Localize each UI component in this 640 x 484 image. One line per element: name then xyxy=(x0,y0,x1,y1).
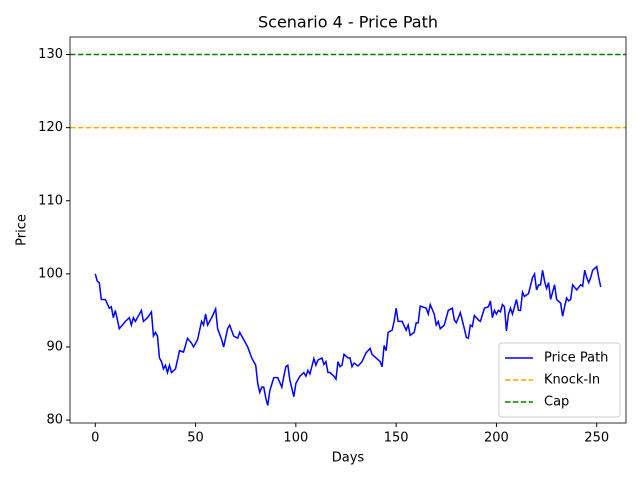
y-tick-label: 80 xyxy=(46,413,63,428)
axes-frame xyxy=(69,36,627,424)
y-tick-label: 100 xyxy=(38,266,63,281)
x-tick-label: 0 xyxy=(91,431,99,446)
x-axis-label: Days xyxy=(332,451,365,466)
chart-title: Scenario 4 - Price Path xyxy=(258,13,438,32)
legend-label: Knock-In xyxy=(544,373,600,388)
x-tick-label: 150 xyxy=(384,431,409,446)
x-tick-label: 250 xyxy=(584,431,609,446)
legend-label: Cap xyxy=(544,395,569,410)
y-tick-label: 120 xyxy=(38,120,63,135)
y-tick-label: 130 xyxy=(38,47,63,62)
price-line xyxy=(94,265,602,406)
x-tick-label: 50 xyxy=(187,431,204,446)
y-tick-label: 110 xyxy=(38,193,63,208)
legend-box xyxy=(498,342,621,418)
legend-label: Price Path xyxy=(544,351,608,366)
x-tick-label: 200 xyxy=(484,431,509,446)
x-tick-label: 100 xyxy=(283,431,308,446)
y-tick-label: 90 xyxy=(46,339,63,354)
y-axis-label: Price xyxy=(15,214,30,246)
